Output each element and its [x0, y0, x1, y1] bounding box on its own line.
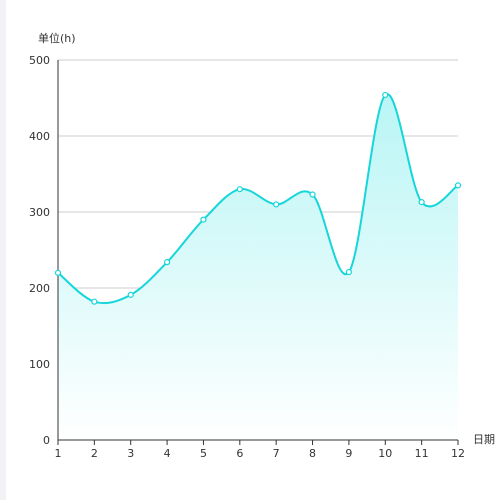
x-tick-label: 6	[236, 447, 243, 460]
data-point-4[interactable]	[163, 259, 171, 266]
y-tick-label: 300	[29, 206, 50, 219]
x-tick-label: 2	[91, 447, 98, 460]
data-point-8[interactable]	[309, 191, 316, 198]
data-point-1[interactable]	[54, 269, 62, 276]
x-tick-label: 8	[309, 447, 316, 460]
y-tick-label: 0	[43, 434, 50, 447]
y-tick-label: 100	[29, 358, 50, 371]
data-point-9[interactable]	[345, 268, 353, 276]
data-point-12[interactable]	[454, 182, 462, 189]
y-tick-label: 400	[29, 130, 50, 143]
data-point-5[interactable]	[200, 216, 207, 223]
axes	[57, 60, 459, 445]
data-point-10[interactable]	[382, 91, 389, 99]
y-tick-label: 500	[29, 54, 50, 67]
data-points	[54, 91, 462, 305]
x-tick-label: 1	[55, 447, 62, 460]
data-point-2[interactable]	[91, 298, 98, 305]
data-point-6[interactable]	[236, 186, 243, 193]
y-axis-label: 单位(h)	[38, 31, 76, 45]
x-tick-label: 7	[273, 447, 280, 460]
y-tick-label: 200	[29, 282, 50, 295]
x-tick-label: 12	[451, 447, 465, 460]
left-edge-strip	[0, 0, 6, 500]
data-point-11[interactable]	[418, 199, 425, 206]
x-axis-label: 日期	[473, 433, 495, 446]
x-tick-label: 11	[415, 447, 429, 460]
series-area-fill	[58, 94, 458, 440]
data-point-7[interactable]	[273, 201, 280, 208]
x-tick-label: 3	[127, 447, 134, 460]
x-tick-label: 9	[345, 447, 352, 460]
x-tick-label: 5	[200, 447, 207, 460]
x-tick-label: 4	[164, 447, 171, 460]
x-tick-label: 10	[378, 447, 392, 460]
area-fill-layer	[58, 94, 458, 440]
data-point-3[interactable]	[127, 291, 134, 298]
